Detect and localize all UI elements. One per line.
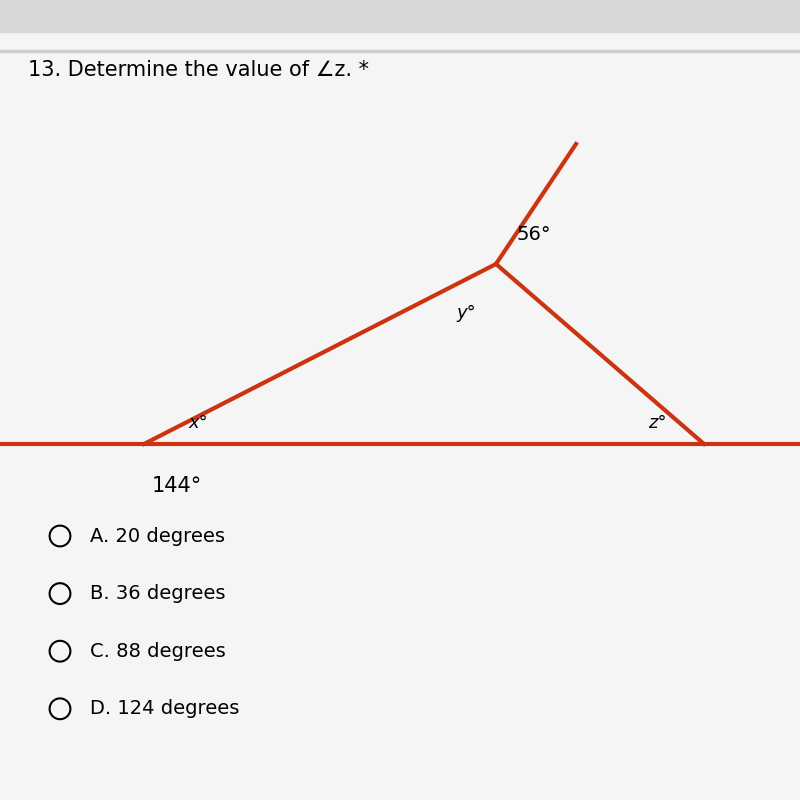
Text: C. 88 degrees: C. 88 degrees [90,642,226,661]
Text: x°: x° [188,414,208,432]
Text: B. 36 degrees: B. 36 degrees [90,584,226,603]
Text: 13. Determine the value of ∠z. *: 13. Determine the value of ∠z. * [28,60,369,80]
Bar [0,0,800,32]
Text: y°: y° [456,304,476,322]
Text: 56°: 56° [516,225,550,244]
Text: 144°: 144° [152,476,202,496]
Text: z°: z° [648,414,666,432]
Text: D. 124 degrees: D. 124 degrees [90,699,240,718]
Bar [0,50,800,52]
Text: A. 20 degrees: A. 20 degrees [90,526,226,546]
